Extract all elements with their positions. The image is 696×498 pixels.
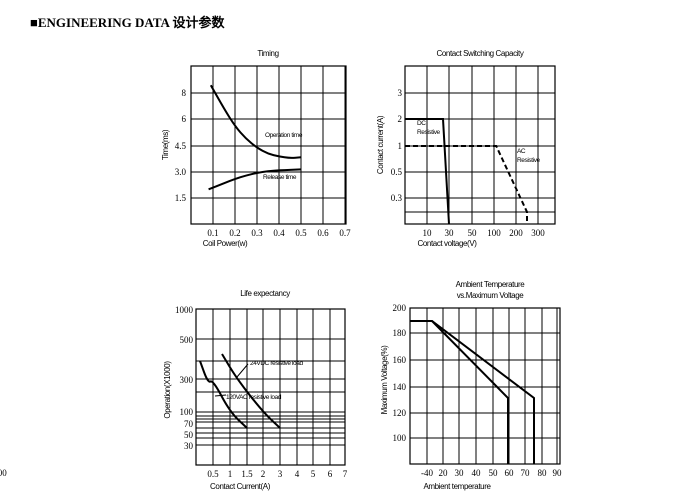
x-tick-label: 50 bbox=[489, 468, 499, 478]
x-tick-label: 5 bbox=[311, 469, 316, 479]
series-line-line-b bbox=[410, 320, 535, 464]
x-tick-label: 70 bbox=[521, 468, 531, 478]
x-tick-label: 90 bbox=[553, 468, 563, 478]
series-line-120vac-resistive-load bbox=[199, 360, 248, 429]
annotation-arrow bbox=[236, 363, 249, 378]
x-tick-label: 1 bbox=[228, 469, 233, 479]
x-axis-label: Contact voltage(V) bbox=[417, 239, 477, 248]
chart-title: Ambient Temperature bbox=[456, 280, 526, 289]
x-tick-label: 4 bbox=[295, 469, 300, 479]
y-tick-label: 50 bbox=[184, 430, 194, 440]
y-tick-label: 70 bbox=[184, 419, 194, 429]
y-tick-label: 30 bbox=[184, 441, 194, 451]
y-tick-label: 6 bbox=[182, 114, 187, 124]
x-tick-label: 2 bbox=[261, 469, 266, 479]
x-tick-label: 40 bbox=[472, 468, 482, 478]
x-tick-label: 30 bbox=[445, 228, 455, 238]
y-tick-label: 200 bbox=[393, 303, 407, 313]
y-tick-label: 0.5 bbox=[391, 167, 403, 177]
series-annotation: 24VDC resistive load bbox=[250, 360, 303, 367]
y-tick-label: 100 bbox=[180, 407, 194, 417]
series-annotation: 120VAC resistive load bbox=[226, 394, 282, 401]
x-tick-label: 0.5 bbox=[207, 469, 219, 479]
section-header: ■ENGINEERING DATA 设计参数 bbox=[30, 15, 225, 30]
x-tick-label: 200 bbox=[509, 228, 523, 238]
x-tick-label: 60 bbox=[505, 468, 515, 478]
y-tick-label: 140 bbox=[393, 382, 407, 392]
y-tick-label: 4.5 bbox=[175, 141, 187, 151]
x-tick-label: 0.4 bbox=[273, 228, 285, 238]
series-annotation: Resistive bbox=[417, 129, 441, 136]
y-tick-label: 180 bbox=[393, 328, 407, 338]
chart-title: Timing bbox=[257, 49, 278, 58]
x-tick-label: 7 bbox=[343, 469, 348, 479]
chart-title: Life expectancy bbox=[240, 289, 290, 298]
y-tick-label: 1000 bbox=[175, 305, 194, 315]
x-axis-label: Contact Current(A) bbox=[210, 482, 271, 491]
series-line-dc-resistive bbox=[405, 118, 450, 225]
x-tick-label: -40 bbox=[421, 468, 433, 478]
series-line-ac-resistive bbox=[405, 145, 528, 224]
plot-frame bbox=[195, 308, 346, 466]
plot-frame bbox=[409, 307, 561, 465]
chart-title: Contact Switching Capacity bbox=[437, 49, 524, 58]
series-annotation: Operation time bbox=[265, 132, 303, 139]
y-tick-label: 8 bbox=[182, 88, 187, 98]
x-axis-label: Ambient temperature bbox=[423, 482, 491, 491]
series-annotation: AC bbox=[517, 148, 526, 155]
y-tick-label: 500 bbox=[180, 335, 194, 345]
y-tick-label: 160 bbox=[393, 355, 407, 365]
x-tick-label: 6 bbox=[328, 469, 333, 479]
y-tick-label: 300 bbox=[180, 375, 194, 385]
x-tick-label: 0.2 bbox=[229, 228, 240, 238]
x-tick-label: 0.5 bbox=[295, 228, 307, 238]
x-tick-label: 1.5 bbox=[241, 469, 253, 479]
x-tick-label: 300 bbox=[531, 228, 545, 238]
y-axis-label: Operation(X1000) bbox=[163, 361, 172, 419]
x-tick-label: 0.7 bbox=[339, 228, 351, 238]
x-tick-label: 50 bbox=[468, 228, 478, 238]
series-line-release-time bbox=[208, 168, 302, 191]
series-annotation: Release time bbox=[263, 174, 297, 181]
x-tick-label: 0.1 bbox=[207, 228, 218, 238]
x-tick-label: 10 bbox=[423, 228, 433, 238]
y-axis-label: Maximum Voltage(%) bbox=[380, 345, 389, 415]
chart-subtitle: vs.Maximum Voltage bbox=[457, 291, 525, 300]
x-tick-label: 80 bbox=[538, 468, 548, 478]
x-tick-label: 20 bbox=[439, 468, 449, 478]
y-tick-label: 2 bbox=[398, 114, 403, 124]
y-tick-label: 1.5 bbox=[175, 193, 187, 203]
x-tick-label: 0.6 bbox=[317, 228, 329, 238]
x-tick-label: 100 bbox=[487, 228, 501, 238]
annotation-arrow bbox=[214, 394, 227, 397]
y-axis-label: Contact current(A) bbox=[376, 115, 385, 174]
x-tick-label: 30 bbox=[455, 468, 465, 478]
y-tick-label: 100 bbox=[393, 433, 407, 443]
series-line-operation-time bbox=[209, 84, 302, 159]
y-tick-label: 3 bbox=[398, 88, 403, 98]
y-tick-label: 1 bbox=[398, 141, 403, 151]
y-tick-label: 0.3 bbox=[391, 193, 403, 203]
x-axis-label: Coil Power(w) bbox=[203, 239, 248, 248]
x-tick-label: 100 bbox=[0, 468, 7, 478]
y-axis-label: Time(ms) bbox=[161, 129, 170, 160]
series-annotation: Resistive bbox=[517, 157, 541, 164]
x-tick-label: 0.3 bbox=[251, 228, 263, 238]
series-annotation: DC bbox=[417, 120, 426, 127]
plot-frame bbox=[190, 65, 347, 225]
series-line-24vdc-resistive-load bbox=[221, 353, 281, 429]
x-tick-label: 3 bbox=[278, 469, 283, 479]
y-tick-label: 120 bbox=[393, 408, 407, 418]
y-tick-label: 3.0 bbox=[175, 167, 187, 177]
